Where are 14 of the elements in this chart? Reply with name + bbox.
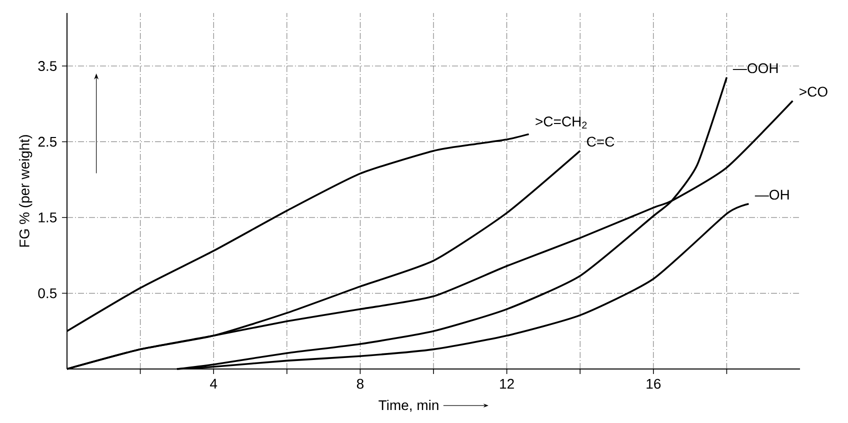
x-tick-label: 4 [210, 378, 218, 388]
y-axis-title: FG % (per weight) [19, 135, 32, 247]
x-axis-title: Time, min [378, 400, 438, 412]
y-tick-label: 1.5 [38, 212, 57, 222]
annotation: —OH [754, 190, 789, 200]
y-tick-label: 2.5 [38, 136, 57, 147]
x-tick-label: 16 [646, 378, 661, 389]
x-tick-label: 8 [356, 378, 364, 389]
x-tick-label: 12 [500, 378, 514, 389]
annotation: >CO [800, 86, 828, 97]
annotation: >C=CH$_{2}$ [536, 116, 587, 128]
y-tick-label: 0.5 [38, 288, 57, 298]
y-tick-label: 3.5 [38, 61, 57, 71]
annotation: —OOH [732, 63, 778, 74]
